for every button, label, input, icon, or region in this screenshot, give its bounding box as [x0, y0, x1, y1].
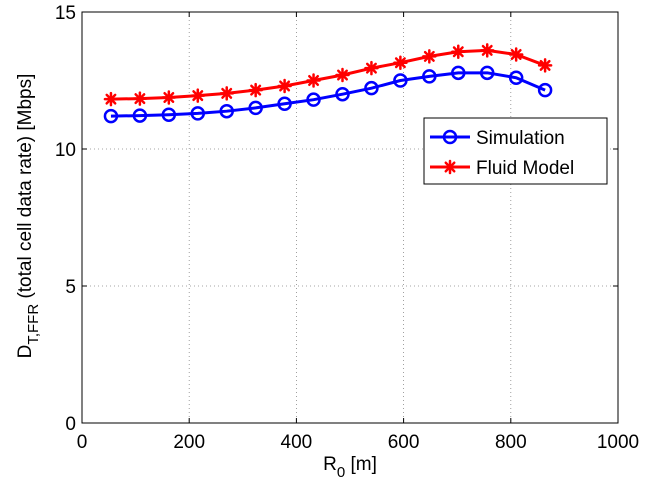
data-point-stroke — [452, 46, 464, 58]
x-tick-label: 1000 — [597, 432, 639, 453]
x-axis-label-sub: 0 — [337, 464, 345, 481]
legend-swatch-marker — [442, 129, 458, 145]
x-tick-label: 200 — [173, 432, 205, 453]
data-point — [537, 82, 553, 98]
data-point — [277, 78, 292, 94]
data-point — [537, 58, 553, 73]
legend-label: Simulation — [476, 128, 565, 149]
series-simulation — [103, 65, 553, 124]
data-point-stroke — [423, 50, 435, 62]
data-point — [422, 49, 437, 64]
data-point-stroke — [394, 57, 406, 69]
y-tick-label: 10 — [55, 140, 76, 161]
data-point — [248, 82, 263, 98]
data-point — [508, 47, 524, 62]
data-point — [103, 108, 119, 124]
legend-swatch-marker — [442, 159, 458, 175]
data-point — [364, 60, 379, 76]
data-point — [277, 96, 292, 112]
data-point — [508, 70, 524, 86]
y-axis-label: DT,FFR (total cell data rate) [Mbps] — [15, 74, 42, 359]
data-point-stroke — [134, 93, 146, 105]
x-tick-label: 0 — [77, 432, 88, 453]
data-point — [219, 103, 234, 119]
y-tick-label: 0 — [65, 414, 76, 435]
legend-label: Fluid Model — [476, 158, 574, 179]
data-point-stroke — [481, 44, 493, 56]
data-point — [451, 65, 466, 81]
legend: Simulation Fluid Model — [423, 117, 608, 185]
series-line — [110, 71, 546, 118]
series-line — [110, 48, 546, 101]
data-point — [161, 107, 177, 122]
legend-item: Fluid Model — [430, 158, 574, 179]
y-tick-label: 15 — [55, 3, 76, 24]
legend-box — [423, 117, 608, 185]
data-point-stroke — [192, 90, 204, 102]
data-point — [335, 67, 350, 83]
data-point — [219, 86, 234, 101]
data-point-stroke — [105, 93, 117, 105]
data-point-stroke — [221, 87, 233, 99]
legend-swatch-marker-stroke — [444, 161, 456, 173]
legend-item: Simulation — [430, 128, 565, 149]
data-point-stroke — [365, 62, 377, 74]
data-point — [479, 43, 495, 58]
data-point — [248, 100, 263, 116]
data-point — [103, 91, 119, 107]
data-point-stroke — [510, 48, 522, 60]
series-group — [103, 43, 553, 124]
data-point-stroke — [163, 91, 175, 103]
data-point — [306, 73, 321, 88]
x-tick-label: 400 — [281, 432, 313, 453]
data-point-stroke — [337, 69, 348, 81]
x-tick-label: 600 — [388, 432, 420, 453]
data-point — [393, 73, 408, 88]
y-tick-label: 5 — [65, 277, 76, 298]
series-fluid-model — [103, 43, 553, 107]
axis-ticks: 0 200 400 600 800 1000 0 5 10 15 — [55, 3, 639, 453]
data-point-stroke — [250, 84, 262, 96]
x-axis-label-main: R — [323, 454, 337, 475]
plot-area-frame — [81, 11, 619, 424]
data-point-stroke — [308, 75, 320, 86]
data-point — [161, 90, 177, 105]
data-point — [364, 80, 379, 96]
data-point — [393, 55, 408, 70]
x-tick-label: 800 — [495, 432, 527, 453]
data-point — [132, 108, 148, 123]
data-point — [132, 91, 148, 106]
x-axis-label-rest: [m] — [345, 454, 377, 475]
data-point — [422, 69, 437, 84]
data-point — [451, 44, 466, 59]
data-point-stroke — [279, 80, 291, 92]
data-point — [335, 86, 350, 102]
data-point-stroke — [539, 59, 551, 71]
data-point — [190, 88, 206, 103]
data-point — [306, 92, 321, 107]
data-point — [190, 106, 206, 121]
y-axis-label-sub: T,FFR — [25, 304, 42, 345]
data-point — [479, 65, 495, 81]
y-axis-label-main: D — [15, 345, 36, 359]
x-axis-label: R0 [m] — [323, 454, 377, 481]
y-axis-label-rest: (total cell data rate) [Mbps] — [15, 74, 36, 304]
